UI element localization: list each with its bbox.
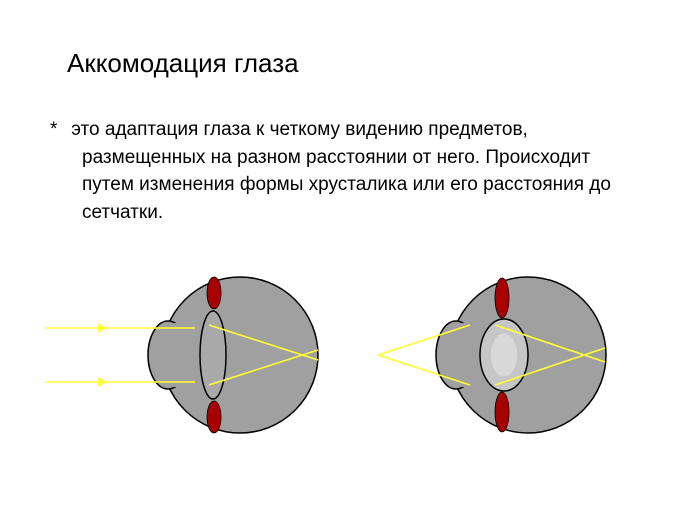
ciliary-body-top — [495, 278, 509, 318]
ciliary-body-bottom — [207, 401, 221, 433]
slide-title: Аккомодация глаза — [67, 48, 299, 79]
slide-container: Аккомодация глаза * это адаптация глаза … — [0, 0, 700, 525]
body-text-content: это адаптация глаза к четкому видению пр… — [71, 119, 611, 223]
lens — [200, 311, 226, 399]
ciliary-body-top — [207, 277, 221, 309]
ciliary-body-bottom — [495, 392, 509, 432]
body-paragraph: * это адаптация глаза к четкому видению … — [66, 116, 612, 226]
lens-highlight — [491, 333, 517, 376]
accommodation-diagram — [0, 250, 700, 480]
